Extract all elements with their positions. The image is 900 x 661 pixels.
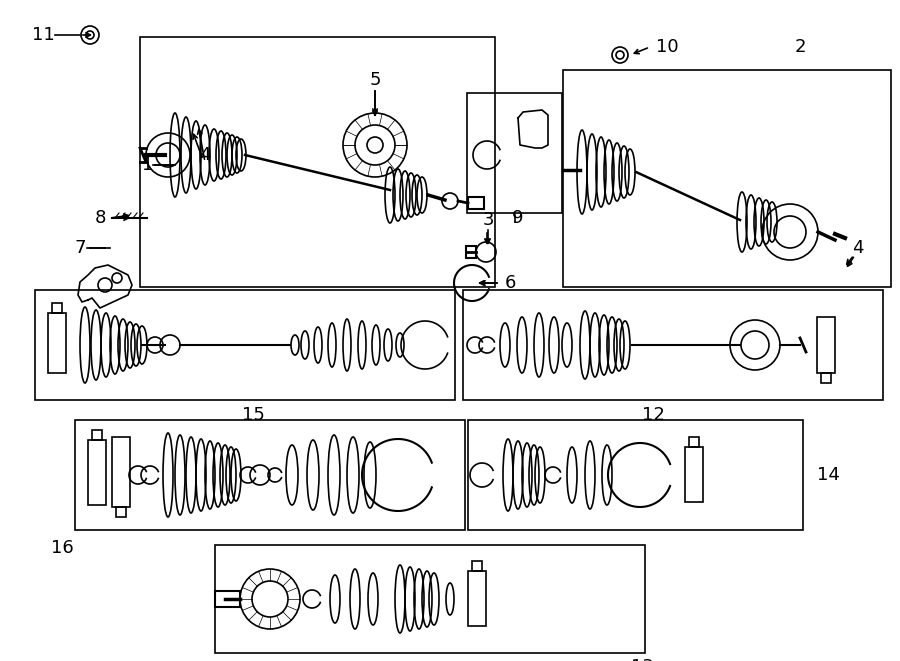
Bar — [215, 591, 240, 607]
Text: 4: 4 — [852, 239, 864, 257]
Bar — [821, 373, 831, 383]
Text: 8: 8 — [94, 209, 105, 227]
Text: 16: 16 — [50, 539, 74, 557]
Text: 5: 5 — [369, 71, 381, 89]
Bar — [463, 290, 883, 400]
Text: 13: 13 — [631, 658, 653, 661]
Text: 6: 6 — [504, 274, 516, 292]
Text: 10: 10 — [656, 38, 679, 56]
Bar — [215, 545, 645, 653]
Bar — [116, 507, 126, 517]
Bar — [468, 197, 484, 209]
Bar — [112, 437, 130, 507]
Text: 2: 2 — [794, 38, 806, 56]
Text: 1: 1 — [142, 156, 154, 174]
Text: 3: 3 — [482, 211, 494, 229]
Bar — [35, 290, 455, 400]
Bar — [48, 313, 66, 373]
Bar — [685, 447, 703, 502]
Bar — [563, 70, 891, 287]
Bar — [472, 561, 482, 571]
Bar — [466, 246, 476, 258]
Bar — [467, 93, 562, 213]
Text: 11: 11 — [32, 26, 54, 44]
Text: 7: 7 — [74, 239, 86, 257]
Text: 9: 9 — [512, 209, 524, 227]
Bar — [689, 437, 699, 447]
Bar — [92, 430, 102, 440]
Bar — [817, 317, 835, 373]
Bar — [52, 303, 62, 313]
Bar — [468, 571, 486, 626]
Bar — [468, 420, 803, 530]
Bar — [75, 420, 465, 530]
Text: 4: 4 — [199, 146, 211, 164]
Bar — [88, 440, 106, 505]
Bar — [140, 37, 495, 287]
Text: 15: 15 — [241, 406, 265, 424]
Text: 12: 12 — [642, 406, 664, 424]
Text: 14: 14 — [817, 466, 840, 484]
